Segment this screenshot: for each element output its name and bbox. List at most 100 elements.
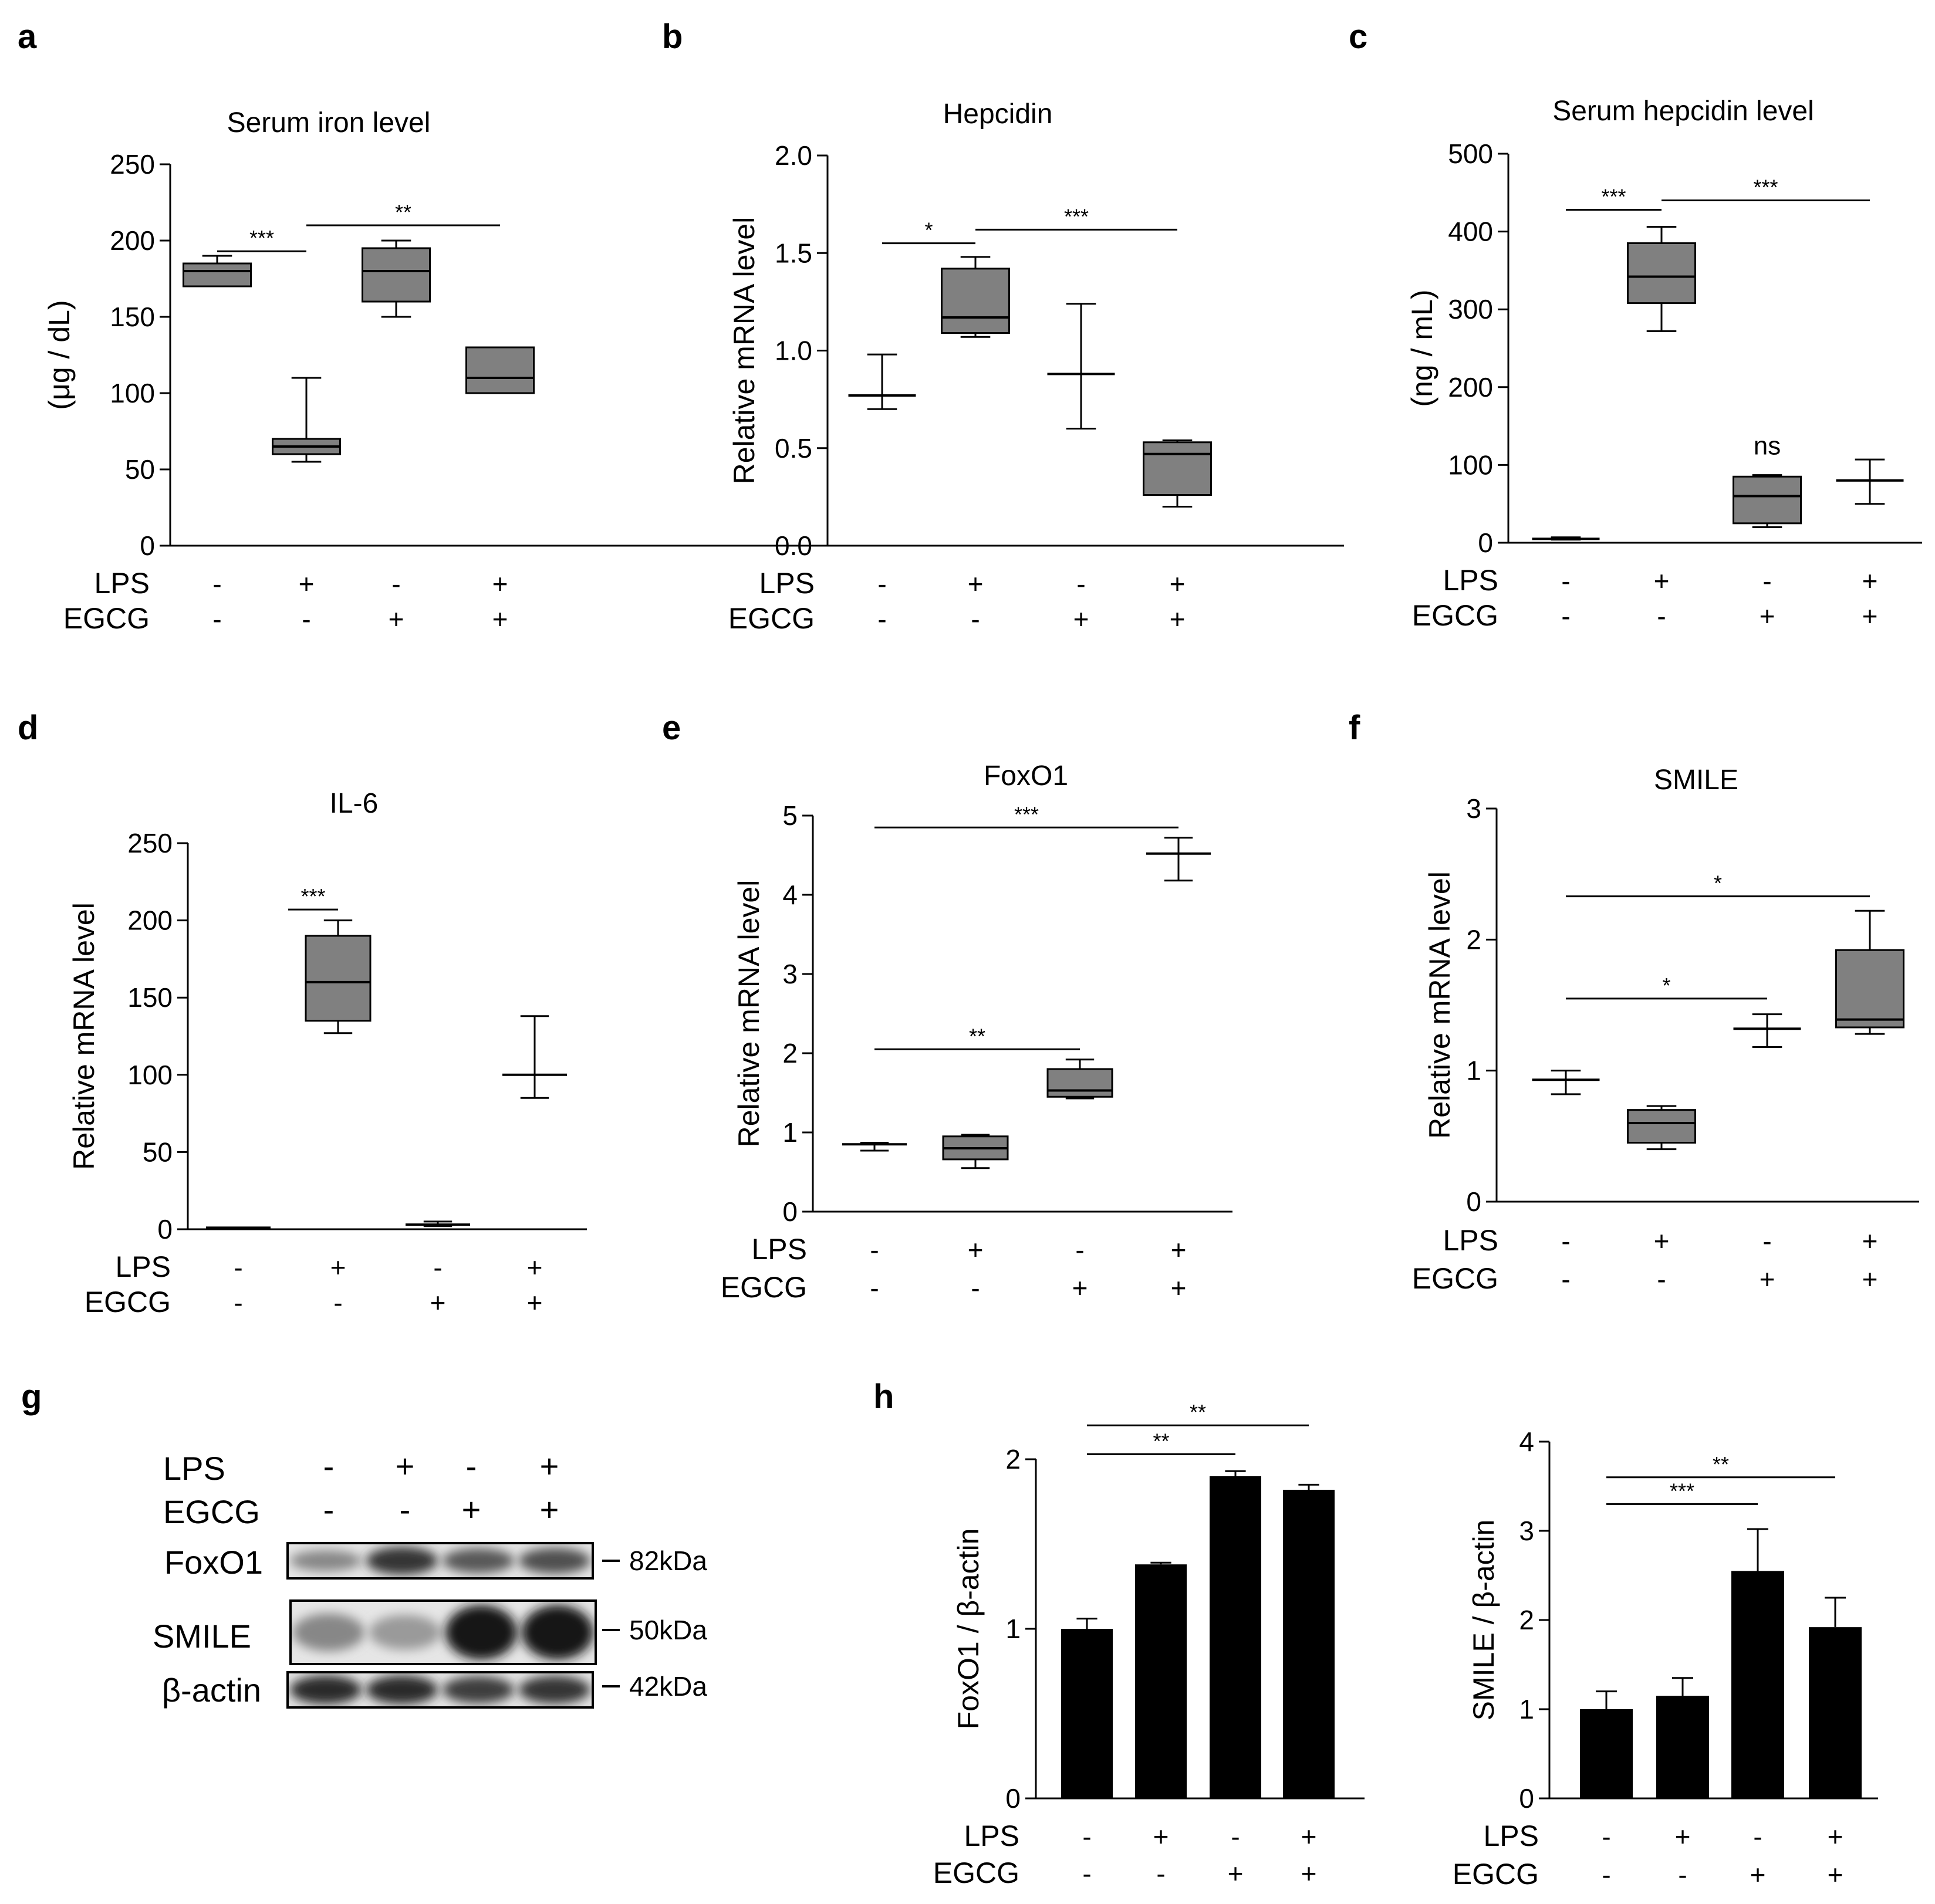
y-tick-label: 400 bbox=[1448, 217, 1493, 247]
chart-hepcidin-mrna: Hepcidin Relative mRNA level 0.0 0.5 1.0 1.5 2… bbox=[728, 99, 1230, 635]
lps-sign: + bbox=[1153, 1821, 1169, 1852]
blot-band bbox=[290, 1675, 362, 1705]
box bbox=[465, 346, 535, 394]
chart-smile-mrna: SMILE Relative mRNA level 0 1 2 3 LPS EGCG - - + - -… bbox=[1412, 765, 1919, 1295]
blot-lps-sign: + bbox=[540, 1448, 559, 1484]
lps-sign: - bbox=[1082, 1821, 1091, 1852]
egcg-sign: - bbox=[1561, 1264, 1570, 1294]
egcg-sign: - bbox=[212, 604, 221, 634]
significance-label: ** bbox=[1713, 1452, 1729, 1476]
blot-band bbox=[443, 1548, 514, 1574]
egcg-sign: - bbox=[333, 1287, 342, 1318]
egcg-sign: - bbox=[971, 604, 980, 634]
lps-sign: - bbox=[1602, 1821, 1610, 1852]
blot-label-beta-actin: β-actin bbox=[162, 1672, 261, 1709]
egcg-sign: - bbox=[234, 1287, 242, 1318]
box bbox=[1627, 242, 1696, 305]
egcg-sign: + bbox=[1301, 1858, 1317, 1889]
kda-label-beta-actin: 42kDa bbox=[629, 1671, 707, 1702]
chart-title: Hepcidin bbox=[943, 99, 1053, 130]
bar bbox=[1135, 1564, 1187, 1798]
y-tick-label: 100 bbox=[127, 1060, 173, 1090]
y-tick-label: 200 bbox=[127, 905, 173, 936]
chart-foxo1-mrna: FoxO1 Relative mRNA level 0 1 2 3 4 5 LPS EGCG - - +… bbox=[721, 760, 1232, 1304]
bar bbox=[1656, 1696, 1709, 1798]
lps-sign: + bbox=[1171, 1235, 1187, 1265]
box bbox=[1143, 441, 1212, 496]
y-axis-label: (μg / dL) bbox=[43, 300, 76, 410]
condition-label-lps: LPS bbox=[94, 567, 150, 600]
y-tick-label: 1 bbox=[1466, 1056, 1481, 1086]
significance-label: ** bbox=[395, 200, 411, 224]
chart-title: IL-6 bbox=[330, 788, 379, 819]
egcg-sign: - bbox=[870, 1273, 879, 1303]
box bbox=[1733, 475, 1802, 525]
y-tick-label: 0 bbox=[782, 1196, 798, 1227]
y-axis-label: FoxO1 / β-actin bbox=[952, 1528, 985, 1730]
significance-label: * bbox=[924, 218, 933, 242]
egcg-sign: + bbox=[430, 1287, 446, 1318]
egcg-sign: + bbox=[1171, 1273, 1187, 1303]
blot-lane-group bbox=[288, 1672, 593, 1707]
egcg-sign: - bbox=[1657, 601, 1666, 631]
y-tick-label: 4 bbox=[782, 880, 798, 910]
significance-label: ** bbox=[1153, 1429, 1169, 1453]
panel-letter-c: c bbox=[1349, 18, 1367, 56]
panel-letter-a: a bbox=[18, 18, 37, 56]
y-tick-label: 2.0 bbox=[775, 140, 812, 171]
egcg-sign: + bbox=[1760, 601, 1775, 631]
condition-label-egcg: EGCG bbox=[728, 602, 815, 635]
egcg-sign: - bbox=[1082, 1858, 1091, 1889]
chart-title: SMILE bbox=[1654, 765, 1738, 796]
y-tick-label: 1 bbox=[782, 1117, 798, 1148]
y-tick-label: 250 bbox=[127, 828, 173, 858]
egcg-sign: + bbox=[1228, 1858, 1244, 1889]
lps-sign: - bbox=[1561, 566, 1570, 596]
lps-sign: - bbox=[234, 1252, 242, 1283]
chart-serum-iron: Serum iron level (μg / dL) 0 50 100 150 200 250… bbox=[43, 107, 1344, 635]
lps-sign: + bbox=[1170, 569, 1186, 599]
y-tick-label: 0 bbox=[157, 1214, 173, 1244]
bar bbox=[1061, 1629, 1113, 1798]
condition-label-lps: LPS bbox=[964, 1820, 1019, 1852]
blot-egcg-sign: - bbox=[400, 1491, 411, 1528]
lps-sign: + bbox=[1654, 1226, 1670, 1256]
egcg-sign: - bbox=[877, 604, 886, 634]
condition-label-egcg: EGCG bbox=[721, 1271, 807, 1304]
y-tick-label: 0 bbox=[140, 530, 155, 561]
blot-row-label-lps: LPS bbox=[163, 1450, 225, 1487]
y-tick-label: 2 bbox=[1519, 1605, 1534, 1635]
y-axis-label: Relative mRNA level bbox=[1423, 871, 1456, 1139]
y-axis-label: Relative mRNA level bbox=[67, 902, 100, 1170]
lps-sign: + bbox=[1862, 1226, 1878, 1256]
y-tick-label: 5 bbox=[782, 800, 798, 831]
y-tick-label: 0 bbox=[1005, 1783, 1021, 1814]
lps-sign: + bbox=[527, 1252, 543, 1283]
significance-label: * bbox=[1662, 973, 1670, 997]
condition-label-egcg: EGCG bbox=[1412, 599, 1498, 632]
blot-frame-beta-actin bbox=[286, 1671, 594, 1709]
blot-band bbox=[519, 1676, 590, 1704]
y-tick-label: 200 bbox=[110, 225, 155, 256]
lps-sign: + bbox=[1862, 566, 1878, 596]
egcg-sign: + bbox=[527, 1287, 543, 1318]
y-tick-label: 100 bbox=[1448, 449, 1493, 480]
blot-lps-sign: - bbox=[466, 1448, 477, 1484]
blot-label-smile: SMILE bbox=[153, 1618, 251, 1655]
condition-label-lps: LPS bbox=[759, 567, 815, 600]
condition-label-egcg: EGCG bbox=[1412, 1262, 1498, 1295]
y-tick-label: 150 bbox=[127, 982, 173, 1013]
blot-lps-sign: - bbox=[323, 1448, 335, 1484]
blot-lps-sign: + bbox=[396, 1448, 415, 1484]
box bbox=[1835, 949, 1904, 1029]
y-tick-label: 2 bbox=[1466, 924, 1481, 955]
panel-letter-f: f bbox=[1349, 709, 1360, 747]
chart-foxo1-protein: FoxO1 / β-actin 0 1 2 LPS EGCG - - + - - + + + ** ** bbox=[933, 1400, 1365, 1889]
significance-label: *** bbox=[1753, 175, 1778, 199]
y-tick-label: 3 bbox=[1519, 1516, 1534, 1546]
lps-sign: - bbox=[870, 1235, 879, 1265]
egcg-sign: + bbox=[492, 604, 508, 634]
blot-egcg-sign: - bbox=[323, 1491, 335, 1528]
